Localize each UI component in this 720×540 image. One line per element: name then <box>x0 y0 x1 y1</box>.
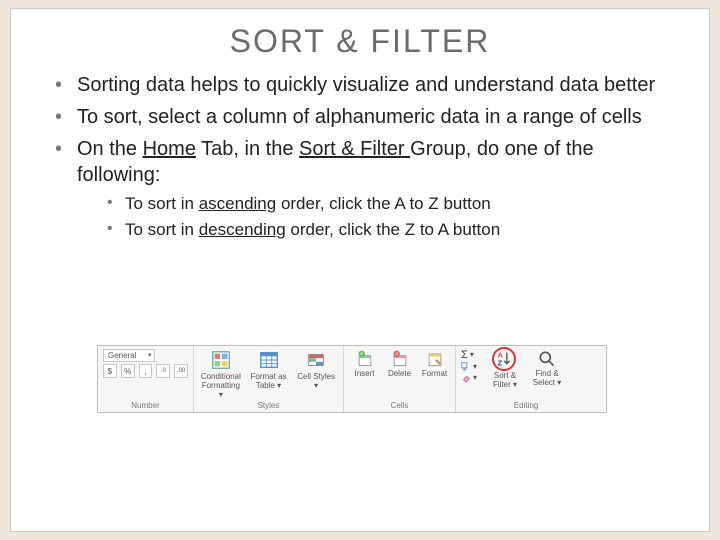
comma-button[interactable]: , <box>139 364 153 378</box>
bullet-1: Sorting data helps to quickly visualize … <box>55 72 681 98</box>
insert-icon: + <box>355 349 375 369</box>
delete-button[interactable]: × Delete <box>384 349 415 378</box>
delete-icon: × <box>390 349 410 369</box>
conditional-formatting-button[interactable]: Conditional Formatting ▾ <box>199 349 243 399</box>
bullet-2: To sort, select a column of alphanumeric… <box>55 104 681 130</box>
cell-styles-button[interactable]: Cell Styles ▾ <box>294 349 338 390</box>
svg-text:+: + <box>360 352 363 358</box>
format-icon <box>425 349 445 369</box>
sub-bullet-list: To sort in ascending order, click the A … <box>77 188 681 242</box>
sort-filter-button[interactable]: A Z Sort & Filter ▾ <box>485 349 525 389</box>
format-button[interactable]: Format <box>419 349 450 378</box>
find-icon <box>537 349 557 369</box>
percent-button[interactable]: % <box>121 364 135 378</box>
svg-text:×: × <box>395 352 398 358</box>
ribbon: General $ % , .0 .00 Number <box>97 345 607 413</box>
number-group-label: Number <box>103 399 188 410</box>
fill-down-icon <box>461 362 471 372</box>
bullet-list: Sorting data helps to quickly visualize … <box>11 72 709 242</box>
bullet-2-text: To sort, select a column of alphanumeric… <box>77 106 642 128</box>
currency-button[interactable]: $ <box>103 364 117 378</box>
cells-group-label: Cells <box>349 399 450 410</box>
conditional-formatting-icon <box>210 349 232 371</box>
b3-pre: On the <box>77 138 143 160</box>
styles-group-label: Styles <box>199 399 338 410</box>
bullet-3: On the Home Tab, in the Sort & Filter Gr… <box>55 136 681 242</box>
sigma-icon: Σ <box>461 349 468 361</box>
find-select-button[interactable]: Find & Select ▾ <box>529 349 565 387</box>
number-format-dropdown[interactable]: General <box>103 349 155 362</box>
table-icon <box>258 349 280 371</box>
highlight-circle <box>492 347 516 371</box>
ribbon-group-cells: + Insert × Delete Format Cells <box>344 346 456 412</box>
increase-decimal-button[interactable]: .0 <box>156 364 170 378</box>
ribbon-group-editing: Σ▾ ▾ ▾ A Z <box>456 346 596 412</box>
sub-bullet-2: To sort in descending order, click the Z… <box>107 218 681 242</box>
autosum-stack: Σ▾ ▾ ▾ <box>461 349 477 383</box>
b3-sf: Sort & Filter <box>299 138 410 160</box>
fill-button[interactable]: ▾ <box>461 362 477 372</box>
decrease-decimal-button[interactable]: .00 <box>174 364 188 378</box>
slide-title: SORT & FILTER <box>11 9 709 72</box>
slide: SORT & FILTER Sorting data helps to quic… <box>10 8 710 532</box>
insert-button[interactable]: + Insert <box>349 349 380 378</box>
sub-bullet-1: To sort in ascending order, click the A … <box>107 192 681 216</box>
clear-button[interactable]: ▾ <box>461 373 477 383</box>
bullet-1-text: Sorting data helps to quickly visualize … <box>77 74 655 96</box>
autosum-button[interactable]: Σ▾ <box>461 349 477 361</box>
b3-mid: Tab, in the <box>196 138 299 160</box>
excel-ribbon-image: General $ % , .0 .00 Number <box>97 345 607 413</box>
b3-home: Home <box>143 138 196 160</box>
eraser-icon <box>461 373 471 383</box>
cell-styles-icon <box>305 349 327 371</box>
format-as-table-button[interactable]: Format as Table ▾ <box>247 349 291 390</box>
ribbon-group-number: General $ % , .0 .00 Number <box>98 346 194 412</box>
ribbon-group-styles: Conditional Formatting ▾ Format as Table… <box>194 346 344 412</box>
editing-group-label: Editing <box>461 399 591 410</box>
